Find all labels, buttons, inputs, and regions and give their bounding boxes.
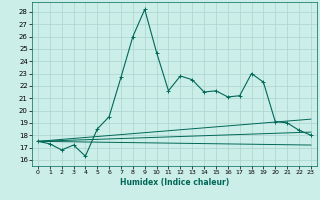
X-axis label: Humidex (Indice chaleur): Humidex (Indice chaleur)	[120, 178, 229, 187]
